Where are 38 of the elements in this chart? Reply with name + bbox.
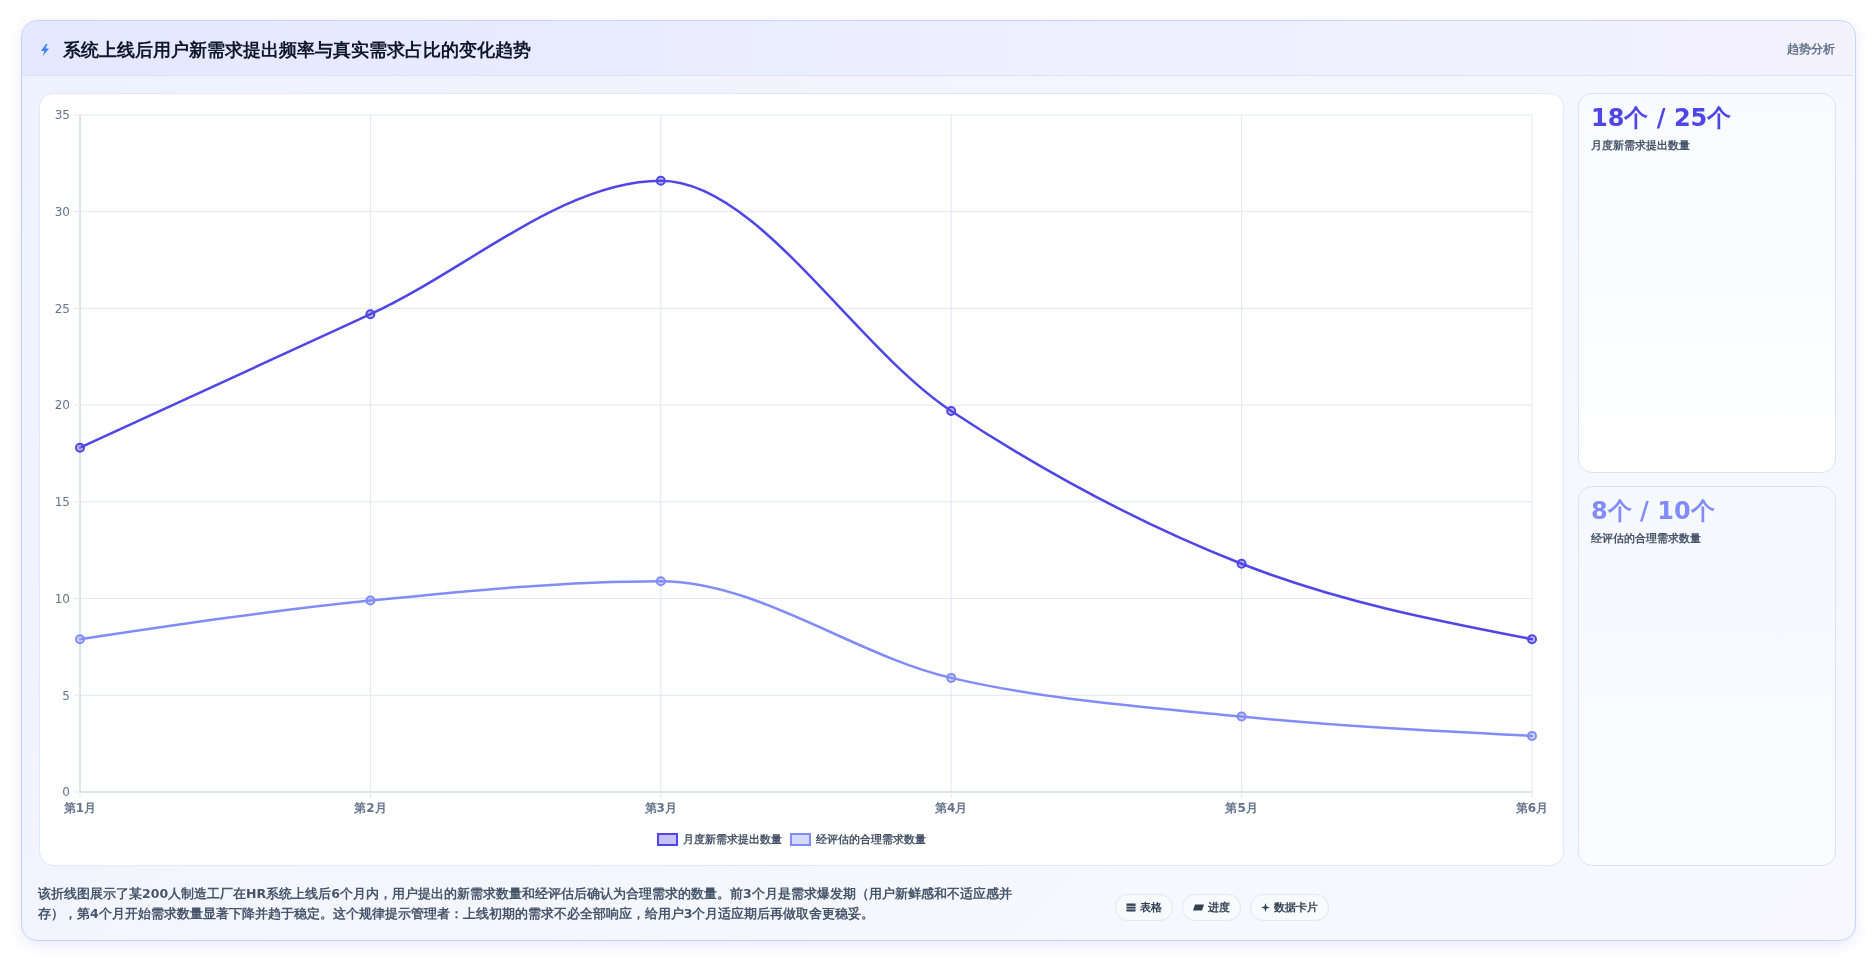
y-tick-label: 5 — [62, 688, 70, 703]
point — [1527, 730, 1537, 741]
x-tick-label: 第3月 — [643, 800, 677, 815]
point — [1236, 711, 1247, 722]
text: 表格 — [1140, 900, 1162, 915]
point — [1236, 558, 1247, 569]
point — [946, 405, 957, 416]
legend-label: 经评估的合理需求数量 — [815, 831, 926, 847]
y-tick-label: 10 — [54, 591, 70, 606]
point — [365, 595, 376, 606]
text: 经评估的合理需求数量 — [1591, 531, 1701, 546]
y-tick-label: 35 — [54, 108, 70, 123]
point — [946, 672, 957, 683]
text: 该折线图展示了某200人制造工厂在HR系统上线后6个月内，用户提出的新需求数量和经评估后确认为合理需求的数量。前3个月是需求爆发期（用户新鲜感和不适应感并存），第4个月开始需求数量显著下降并趋于稳定。这个规律提示管理者：上线初期的需求不必全部响应，给用户3个月适应期后再做取舍更稳妥。 — [38, 885, 1013, 923]
text: 18个 / 25个 — [1591, 103, 1732, 133]
point — [365, 309, 376, 320]
x-tick-label: 第1月 — [62, 800, 97, 815]
x-tick-label: 第2月 — [353, 800, 387, 815]
point — [655, 576, 666, 587]
y-tick-label: 0 — [62, 785, 70, 800]
x-tick-label: 第5月 — [1224, 800, 1258, 815]
point — [75, 634, 85, 645]
point — [1527, 634, 1537, 645]
point — [75, 442, 85, 453]
x-tick-label: 第4月 — [934, 800, 968, 815]
y-tick-label: 30 — [54, 204, 70, 219]
chart-title: 系统上线后用户新需求提出频率与真实需求占比的变化趋势 — [63, 38, 531, 62]
x-tick-label: 第6月 — [1514, 800, 1549, 815]
y-tick-label: 25 — [54, 301, 70, 316]
legend-label: 月度新需求提出数量 — [682, 831, 782, 847]
text: 数据卡片 — [1274, 900, 1318, 915]
y-tick-label: 20 — [54, 398, 70, 413]
y-tick-label: 15 — [54, 495, 70, 510]
point — [655, 175, 666, 186]
text: 趋势分析 — [1787, 41, 1835, 57]
text: 进度 — [1208, 900, 1230, 915]
text: 月度新需求提出数量 — [1591, 138, 1690, 153]
text: 8个 / 10个 — [1591, 496, 1715, 526]
